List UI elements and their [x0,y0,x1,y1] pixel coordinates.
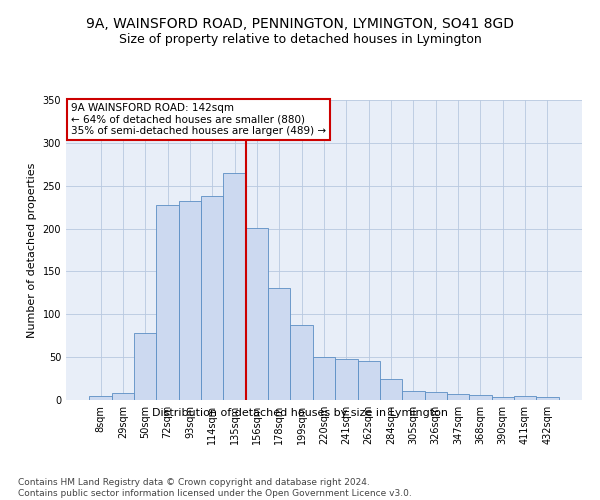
Text: Size of property relative to detached houses in Lymington: Size of property relative to detached ho… [119,32,481,46]
Bar [358,360,380,400]
Bar [469,395,491,400]
Bar [514,396,536,400]
Bar [402,390,425,400]
Bar [112,393,134,400]
Bar [157,204,179,400]
Bar [201,196,223,400]
Bar [313,357,335,400]
Bar [134,333,157,400]
Bar [335,359,358,400]
Y-axis label: Number of detached properties: Number of detached properties [27,162,37,338]
Bar [536,398,559,400]
Text: Contains HM Land Registry data © Crown copyright and database right 2024.
Contai: Contains HM Land Registry data © Crown c… [18,478,412,498]
Text: 9A WAINSFORD ROAD: 142sqm
← 64% of detached houses are smaller (880)
35% of semi: 9A WAINSFORD ROAD: 142sqm ← 64% of detac… [71,103,326,136]
Bar [447,394,469,400]
Bar [223,173,246,400]
Text: 9A, WAINSFORD ROAD, PENNINGTON, LYMINGTON, SO41 8GD: 9A, WAINSFORD ROAD, PENNINGTON, LYMINGTO… [86,18,514,32]
Bar [425,392,447,400]
Bar [179,201,201,400]
Text: Distribution of detached houses by size in Lymington: Distribution of detached houses by size … [152,408,448,418]
Bar [268,288,290,400]
Bar [290,324,313,400]
Bar [246,228,268,400]
Bar [89,396,112,400]
Bar [491,396,514,400]
Bar [380,378,402,400]
